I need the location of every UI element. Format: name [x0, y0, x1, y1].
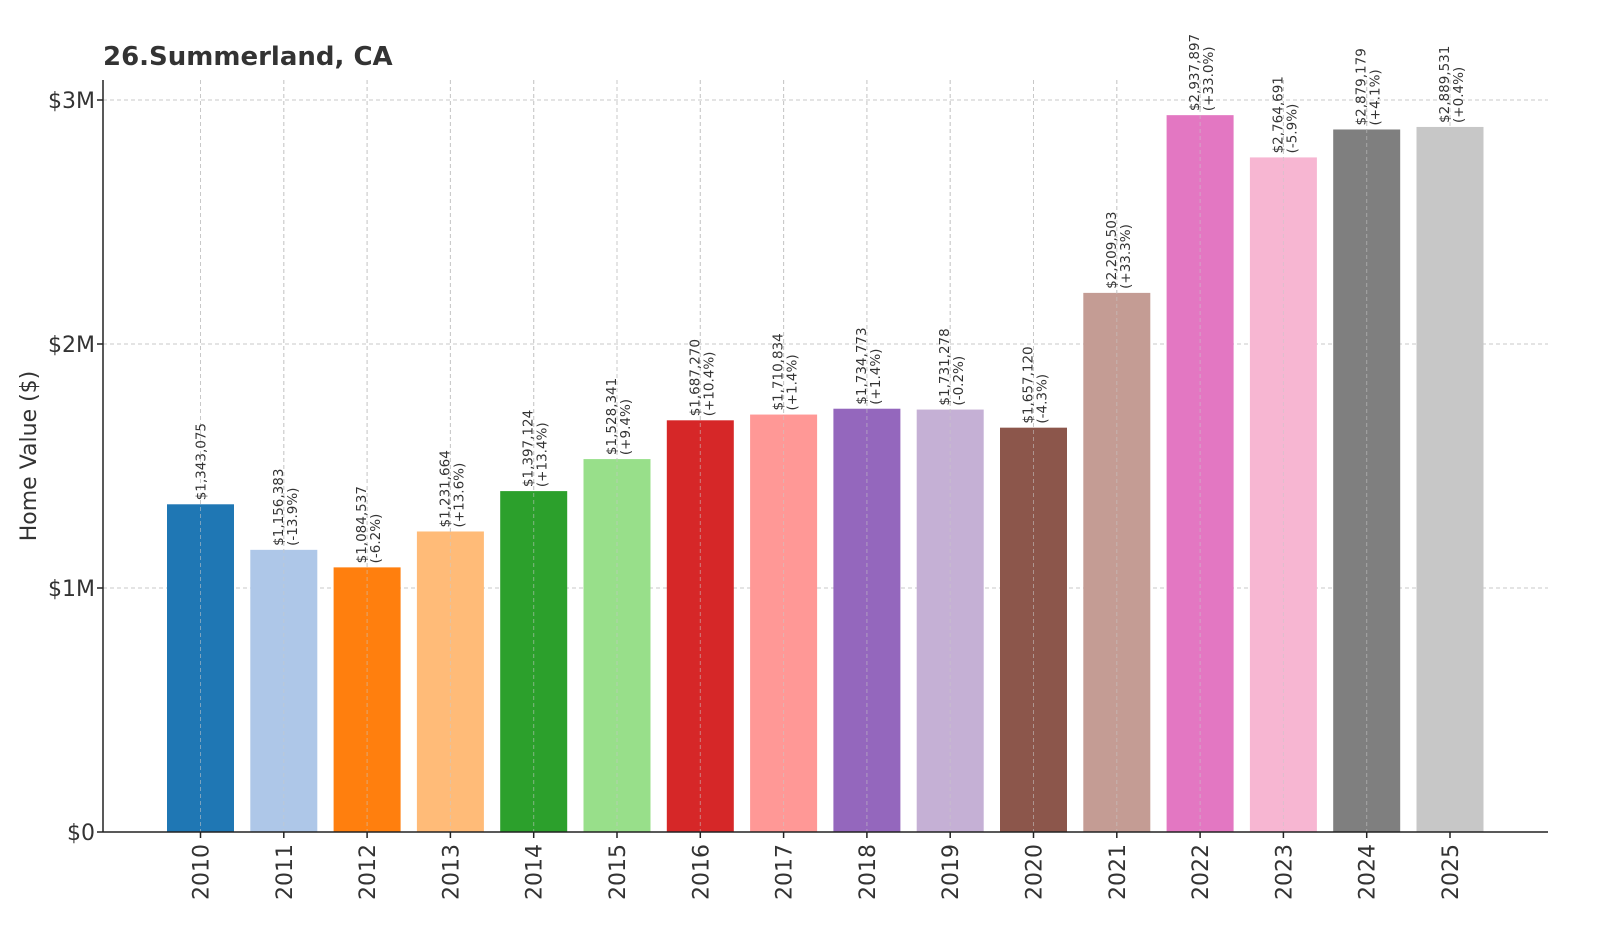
- change-label-2012: (-6.2%): [368, 514, 384, 564]
- x-tick-label: 2015: [606, 844, 631, 900]
- x-tick-label: 2012: [356, 844, 381, 900]
- x-tick-label: 2024: [1356, 844, 1381, 900]
- value-label-2022: $2,937,897: [1187, 34, 1203, 111]
- x-tick-label: 2021: [1106, 844, 1131, 900]
- value-label-2016: $1,687,270: [687, 339, 703, 416]
- value-label-2023: $2,764,691: [1270, 76, 1286, 153]
- x-tick-label: 2025: [1439, 844, 1464, 900]
- change-label-2016: (+10.4%): [701, 352, 717, 417]
- value-label-2012: $1,084,537: [354, 486, 370, 563]
- value-label-2013: $1,231,664: [437, 450, 453, 527]
- change-label-2022: (+33.0%): [1201, 46, 1217, 111]
- change-label-2021: (+33.3%): [1118, 224, 1134, 289]
- x-tick-label: 2018: [856, 844, 881, 900]
- chart-title: 26.Summerland, CA: [103, 42, 393, 72]
- bar-layer: [167, 80, 1484, 833]
- x-tick-label: 2011: [273, 844, 298, 900]
- change-label-2018: (+1.4%): [868, 349, 884, 405]
- change-label-2025: (+0.4%): [1451, 67, 1467, 123]
- axis-layer: $0 $1M $2M $3M 2010 2011 2012 2013 2014 2015 2016 2…: [17, 80, 1548, 900]
- label-layer: $1,343,075$1,156,383(-13.9%) $1,084,537(-…: [194, 34, 1468, 564]
- change-label-2020: (-4.3%): [1035, 374, 1051, 424]
- change-label-2017: (+1.4%): [785, 354, 801, 410]
- x-tick-label: 2010: [190, 844, 215, 900]
- y-tick-label: $0: [67, 821, 95, 846]
- bar-2013: [416, 531, 484, 832]
- value-label-2021: $2,209,503: [1104, 212, 1120, 289]
- value-label-2024: $2,879,179: [1354, 48, 1370, 125]
- value-label-2025: $2,889,531: [1437, 46, 1453, 123]
- value-label-2018: $1,734,773: [854, 327, 870, 404]
- x-tick-label: 2013: [439, 844, 464, 900]
- value-label-2011: $1,156,383: [271, 469, 287, 546]
- value-label-2020: $1,657,120: [1021, 346, 1037, 423]
- change-label-2024: (+4.1%): [1368, 69, 1384, 125]
- x-tick-label: 2020: [1023, 844, 1048, 900]
- change-label-2015: (+9.4%): [618, 399, 634, 455]
- y-axis-title: Home Value ($): [17, 371, 42, 542]
- y-tick-label: $1M: [48, 577, 95, 602]
- x-tick-label: 2017: [773, 844, 798, 900]
- change-label-2019: (-0.2%): [951, 356, 967, 406]
- value-label-2015: $1,528,341: [604, 378, 620, 455]
- x-tick-label: 2014: [523, 844, 548, 900]
- y-tick-label: $2M: [48, 333, 95, 358]
- x-tick-label: 2019: [939, 844, 964, 900]
- x-tick-label: 2023: [1272, 844, 1297, 900]
- change-label-2014: (+13.4%): [535, 422, 551, 487]
- x-tick-label: 2022: [1189, 844, 1214, 900]
- grid-layer: [103, 80, 1548, 832]
- change-label-2011: (-13.9%): [285, 488, 301, 546]
- bar-2021: [1083, 292, 1151, 833]
- value-label-2014: $1,397,124: [521, 410, 537, 487]
- x-tick-label: 2016: [689, 844, 714, 900]
- change-label-2023: (-5.9%): [1284, 104, 1300, 154]
- value-label-2017: $1,710,834: [771, 333, 787, 410]
- change-label-2013: (+13.6%): [451, 463, 467, 528]
- value-label-2019: $1,731,278: [937, 328, 953, 405]
- y-tick-label: $3M: [48, 89, 95, 114]
- value-label-2010: $1,343,075: [194, 423, 210, 500]
